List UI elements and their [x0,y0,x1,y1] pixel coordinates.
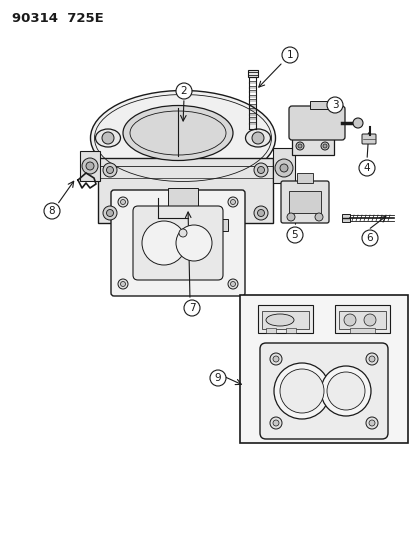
Circle shape [358,160,374,176]
Bar [202,219,228,231]
Text: 8: 8 [49,206,55,216]
Circle shape [269,353,281,365]
Bar [296,173,312,183]
Text: 2: 2 [180,86,187,96]
Bar [338,311,385,329]
Circle shape [176,225,211,261]
Text: 1: 1 [286,50,292,60]
Circle shape [106,166,113,174]
Circle shape [320,366,370,416]
Bar [288,191,320,213]
Ellipse shape [95,129,120,147]
Circle shape [257,166,264,174]
FancyBboxPatch shape [259,343,387,439]
Circle shape [286,227,302,243]
Circle shape [272,420,278,426]
Circle shape [230,199,235,205]
Bar [98,158,272,223]
Ellipse shape [123,106,233,160]
Circle shape [103,163,117,177]
Circle shape [320,142,328,150]
Text: 3: 3 [331,100,337,110]
Circle shape [103,206,117,220]
FancyBboxPatch shape [288,106,344,140]
Circle shape [365,353,377,365]
Bar [240,295,407,443]
Circle shape [326,97,342,113]
Circle shape [176,83,192,99]
Bar [266,328,275,333]
Bar [349,328,374,333]
Circle shape [365,417,377,429]
Circle shape [228,279,237,289]
Circle shape [272,356,278,362]
Bar [257,305,312,333]
Circle shape [269,417,281,429]
FancyBboxPatch shape [111,190,244,296]
Circle shape [314,213,322,221]
Bar [80,151,100,181]
Circle shape [352,118,362,128]
Circle shape [274,159,292,177]
FancyBboxPatch shape [280,181,328,223]
Circle shape [252,132,263,144]
Text: 5: 5 [291,230,298,240]
Circle shape [183,300,199,316]
Circle shape [44,203,60,219]
Circle shape [368,356,374,362]
Circle shape [120,199,125,205]
Circle shape [118,279,128,289]
Circle shape [82,158,98,174]
Circle shape [228,197,237,207]
Ellipse shape [90,91,275,185]
Text: 9: 9 [214,373,221,383]
Bar [341,214,349,222]
Circle shape [178,229,187,237]
Bar [291,137,333,155]
Circle shape [368,420,374,426]
Circle shape [273,363,329,419]
Circle shape [281,47,297,63]
Bar [334,305,389,333]
Circle shape [279,369,323,413]
Text: 90314  725E: 90314 725E [12,12,104,25]
Text: 6: 6 [366,233,373,243]
Circle shape [120,281,125,287]
Bar [261,311,308,329]
Circle shape [286,213,294,221]
Circle shape [279,164,287,172]
Circle shape [142,221,185,265]
Circle shape [254,163,267,177]
Circle shape [230,281,235,287]
Bar [168,188,197,208]
Circle shape [257,209,264,216]
Circle shape [326,372,364,410]
Circle shape [86,162,94,170]
Circle shape [322,144,326,148]
Text: 4: 4 [363,163,369,173]
Circle shape [254,206,267,220]
Text: 7: 7 [188,303,195,313]
Bar [285,328,295,333]
Bar [247,70,257,77]
Circle shape [343,314,355,326]
Circle shape [102,132,114,144]
Bar [272,148,294,183]
Circle shape [361,230,377,246]
Circle shape [209,370,225,386]
Circle shape [295,142,303,150]
Circle shape [118,197,128,207]
Circle shape [106,209,113,216]
FancyBboxPatch shape [361,134,375,144]
FancyBboxPatch shape [133,206,223,280]
Ellipse shape [245,129,270,147]
Ellipse shape [266,314,293,326]
Circle shape [297,144,301,148]
Bar [309,101,331,109]
Circle shape [363,314,375,326]
